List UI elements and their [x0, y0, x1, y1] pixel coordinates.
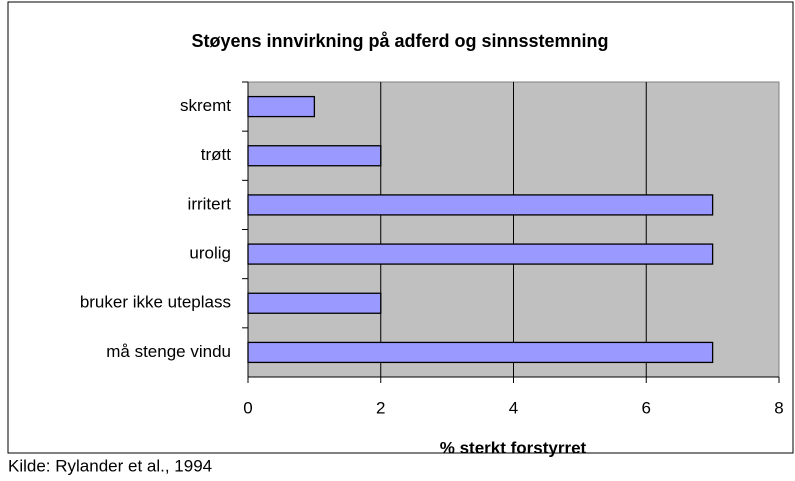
source-note: Kilde: Rylander et al., 1994 [8, 456, 212, 475]
x-axis-label: % sterkt forstyrret [440, 438, 587, 457]
y-tick-label: bruker ikke uteplass [80, 293, 231, 312]
bar [247, 243, 714, 265]
bar [247, 194, 714, 216]
bar [247, 341, 714, 364]
chart-title: Støyens innvirkning på adferd og sinnsst… [191, 31, 608, 51]
y-tick-label: irritert [188, 194, 232, 213]
y-tick-label: må stenge vindu [106, 342, 231, 361]
y-tick-label: urolig [189, 244, 231, 263]
x-tick-label: 4 [509, 398, 518, 417]
y-tick-label: skremt [180, 96, 231, 115]
bar [247, 292, 382, 314]
y-tick-label: trøtt [201, 145, 231, 164]
x-tick-label: 6 [642, 398, 651, 417]
x-tick-label: 8 [774, 398, 783, 417]
bar [247, 145, 382, 167]
x-tick-label: 0 [243, 398, 252, 417]
bar [247, 95, 316, 118]
x-tick-label: 2 [376, 398, 385, 417]
